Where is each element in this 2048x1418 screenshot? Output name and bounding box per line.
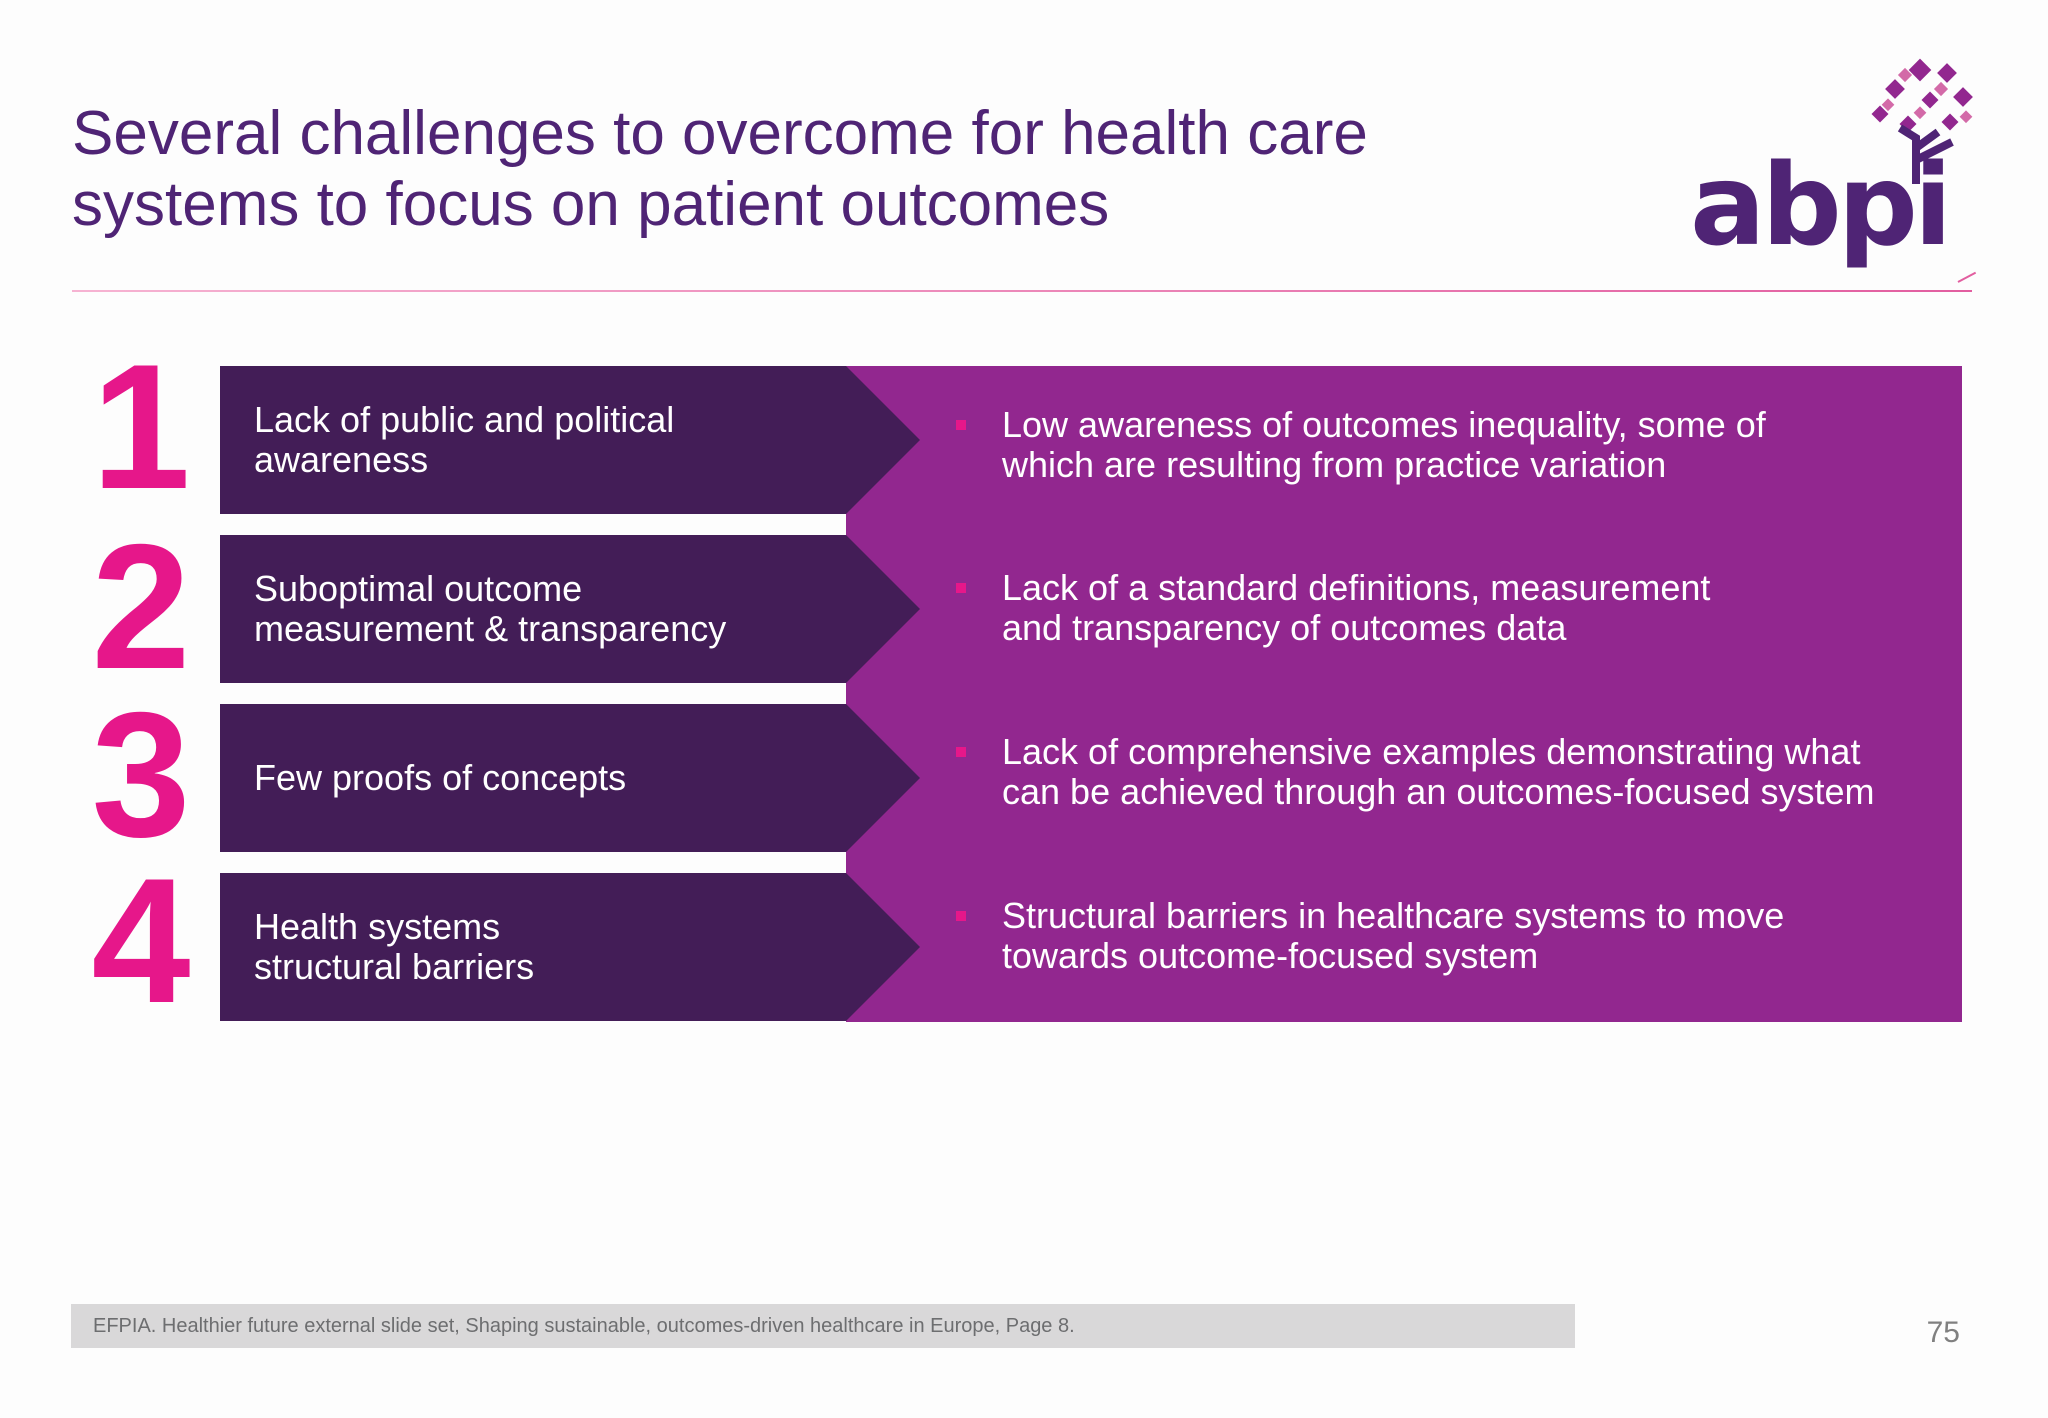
challenge-number-1: 1 [91,327,191,526]
abpi-logo: abpi [1690,56,1980,266]
challenge-detail-line: Lack of a standard definitions, measurem… [1002,567,1711,608]
bullet-icon [956,911,966,921]
source-footer: EFPIA. Healthier future external slide s… [71,1304,1575,1348]
challenge-title-line: measurement & transparency [254,608,727,649]
challenge-detail-1: Low awareness of outcomes inequality, so… [1002,405,1922,485]
challenge-detail-line: can be achieved through an outcomes-focu… [1002,771,1875,812]
challenge-box-2: Suboptimal outcome measurement & transpa… [220,535,920,683]
challenge-title-2: Suboptimal outcome measurement & transpa… [254,535,854,683]
challenge-box-1: Lack of public and political awareness [220,366,920,514]
challenge-number-3: 3 [91,675,191,874]
challenge-title-1: Lack of public and political awareness [254,366,854,514]
slide-title-line-2: systems to focus on patient outcomes [72,170,1110,239]
challenge-title-line: Few proofs of concepts [254,757,627,798]
challenge-detail-line: Structural barriers in healthcare system… [1002,895,1785,936]
challenge-title-line: awareness [254,439,429,480]
details-panel [846,366,1962,1022]
abpi-wordmark: abpi [1690,141,1952,271]
challenge-number-4: 4 [91,841,191,1040]
slide-title-line-1: Several challenges to overcome for healt… [72,99,1368,168]
challenge-title-3: Few proofs of concepts [254,704,854,852]
challenge-detail-3: Lack of comprehensive examples demonstra… [1002,732,1922,812]
abpi-tree-logo-icon [1871,58,1973,184]
page-number: 75 [1926,1316,1960,1349]
challenge-detail-2: Lack of a standard definitions, measurem… [1002,568,1922,648]
bullet-icon [956,747,966,757]
challenge-number-2: 2 [91,507,191,706]
challenge-title-line: Lack of public and political [254,399,675,440]
challenge-detail-line: towards outcome-focused system [1002,935,1539,976]
chevron-arrow-shape [220,366,920,514]
challenge-title-4: Health systems structural barriers [254,873,854,1021]
challenge-detail-line: which are resulting from practice variat… [1002,444,1667,485]
slide-title: Several challenges to overcome for healt… [72,98,1572,240]
challenge-box-4: Health systems structural barriers [220,873,920,1021]
challenge-title-line: structural barriers [254,946,535,987]
chevron-arrow-shape [220,873,920,1021]
challenge-detail-4: Structural barriers in healthcare system… [1002,896,1922,976]
challenge-detail-line: Low awareness of outcomes inequality, so… [1002,404,1766,445]
chevron-arrow-shape [220,704,920,852]
challenge-detail-line: Lack of comprehensive examples demonstra… [1002,731,1861,772]
challenge-title-line: Suboptimal outcome [254,568,583,609]
title-divider-tip [1957,271,1977,283]
challenge-title-line: Health systems [254,906,501,947]
chevron-arrow-shape [220,535,920,683]
challenge-detail-line: and transparency of outcomes data [1002,607,1567,648]
bullet-icon [956,420,966,430]
source-citation: EFPIA. Healthier future external slide s… [93,1315,1075,1337]
bullet-icon [956,583,966,593]
challenge-box-3: Few proofs of concepts [220,704,920,852]
title-divider [72,290,1972,292]
